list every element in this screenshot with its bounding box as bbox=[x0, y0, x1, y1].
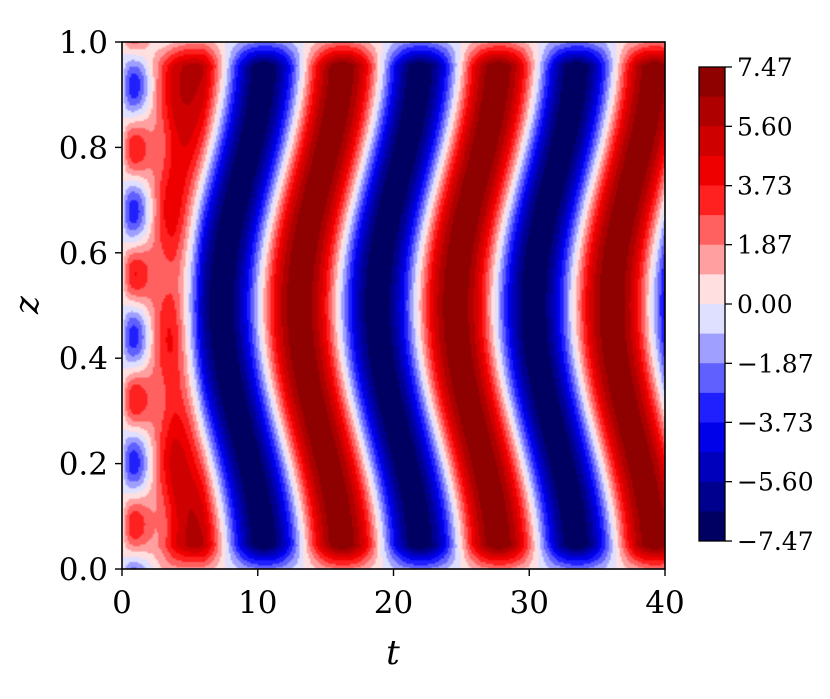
colorbar-band bbox=[699, 185, 725, 216]
colorbar-band bbox=[699, 481, 725, 512]
colorbar-band bbox=[699, 155, 725, 186]
colorbar-band bbox=[699, 452, 725, 483]
y-tick-label: 0.8 bbox=[59, 130, 108, 166]
y-tick-label: 0.2 bbox=[59, 447, 108, 483]
colorbar-ticks: 7.47 5.60 3.73 1.87 0.00 −1.87 −3.73 −5.60 −7.47 bbox=[725, 53, 814, 556]
colorbar-band bbox=[699, 67, 725, 98]
y-axis-title: z bbox=[7, 295, 47, 315]
colorbar-band bbox=[699, 511, 725, 542]
colorbar-band bbox=[699, 392, 725, 423]
heatmap-field bbox=[122, 42, 665, 569]
x-axis: 0 10 20 30 40 bbox=[112, 569, 685, 621]
x-tick-label: 0 bbox=[112, 585, 132, 621]
colorbar-tick-label: −5.60 bbox=[737, 468, 814, 497]
y-tick-label: 0.4 bbox=[59, 341, 108, 377]
colorbar-band bbox=[699, 304, 725, 335]
colorbar-band bbox=[699, 333, 725, 364]
y-tick-label: 0.6 bbox=[59, 236, 108, 272]
colorbar-band bbox=[699, 363, 725, 394]
x-tick-label: 20 bbox=[374, 585, 413, 621]
colorbar-tick-label: −3.73 bbox=[737, 408, 814, 437]
colorbar-bands bbox=[699, 67, 725, 542]
x-tick-label: 40 bbox=[645, 585, 684, 621]
colorbar-band bbox=[699, 215, 725, 246]
y-tick-label: 0.0 bbox=[59, 552, 108, 588]
colorbar-tick-label: 0.00 bbox=[737, 290, 793, 319]
colorbar-tick-label: 7.47 bbox=[737, 53, 793, 82]
colorbar-tick-label: 3.73 bbox=[737, 172, 793, 201]
y-tick-label: 1.0 bbox=[59, 25, 108, 61]
colorbar-tick-label: −1.87 bbox=[737, 349, 814, 378]
colorbar-tick-label: 5.60 bbox=[737, 112, 793, 141]
colorbar: 7.47 5.60 3.73 1.87 0.00 −1.87 −3.73 −5.60 −7.47 bbox=[698, 53, 814, 556]
colorbar-tick-label: −7.47 bbox=[737, 527, 814, 556]
heatmap-area bbox=[121, 41, 666, 570]
y-axis: 0.0 0.2 0.4 0.6 0.8 1.0 bbox=[59, 25, 122, 588]
colorbar-band bbox=[699, 422, 725, 453]
x-tick-label: 30 bbox=[510, 585, 549, 621]
x-axis-title: t bbox=[386, 633, 400, 673]
colorbar-tick-label: 1.87 bbox=[737, 231, 793, 260]
colorbar-band bbox=[699, 96, 725, 127]
colorbar-band bbox=[699, 126, 725, 157]
colorbar-band bbox=[699, 244, 725, 275]
x-tick-label: 10 bbox=[238, 585, 277, 621]
colorbar-band bbox=[699, 274, 725, 305]
